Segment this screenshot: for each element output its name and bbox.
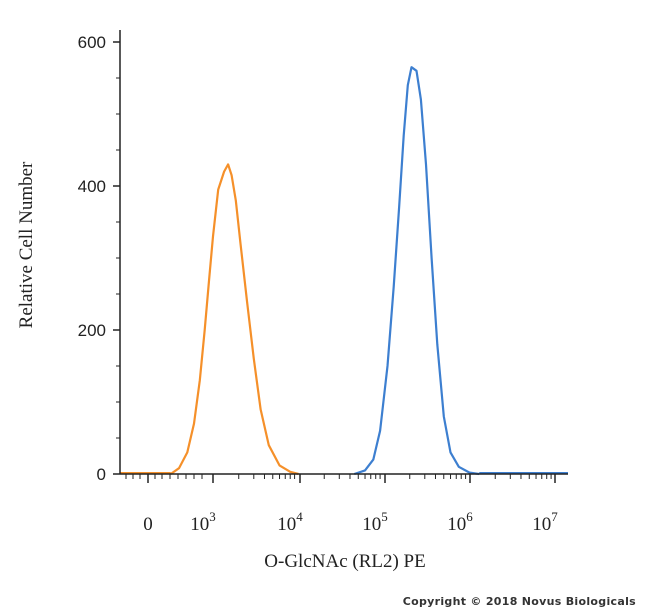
x-tick-label: 104 — [277, 509, 303, 535]
x-tick-label: 105 — [362, 509, 388, 535]
copyright-text: Copyright © 2018 Novus Biologicals — [402, 595, 636, 608]
y-tick-label: 200 — [78, 321, 106, 340]
x-tick-label: 103 — [190, 509, 216, 535]
y-tick-label: 400 — [78, 177, 106, 196]
x-tick-label: 106 — [447, 509, 473, 535]
x-axis-ticks: 0 103 104 105 106 107 — [125, 474, 558, 535]
series-line-2 — [353, 66, 480, 476]
x-tick-label: 107 — [532, 509, 558, 535]
y-tick-label: 600 — [78, 33, 106, 52]
series-line-1 — [170, 163, 299, 476]
x-tick-label: 0 — [143, 514, 153, 535]
y-axis-label: Relative Cell Number — [16, 161, 37, 328]
y-tick-label: 0 — [97, 465, 106, 484]
x-axis-label: O-GlcNAc (RL2) PE — [264, 551, 425, 572]
series-group — [120, 66, 568, 476]
y-axis-ticks: 0 200 400 600 — [78, 33, 120, 484]
